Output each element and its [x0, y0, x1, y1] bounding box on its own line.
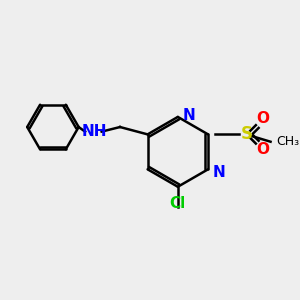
- Text: N: N: [182, 108, 195, 123]
- Text: O: O: [256, 142, 269, 158]
- Text: Cl: Cl: [170, 196, 186, 211]
- Text: O: O: [256, 111, 269, 126]
- Text: N: N: [213, 165, 225, 180]
- Text: NH: NH: [82, 124, 107, 139]
- Text: CH₃: CH₃: [276, 135, 299, 148]
- Text: S: S: [241, 125, 253, 143]
